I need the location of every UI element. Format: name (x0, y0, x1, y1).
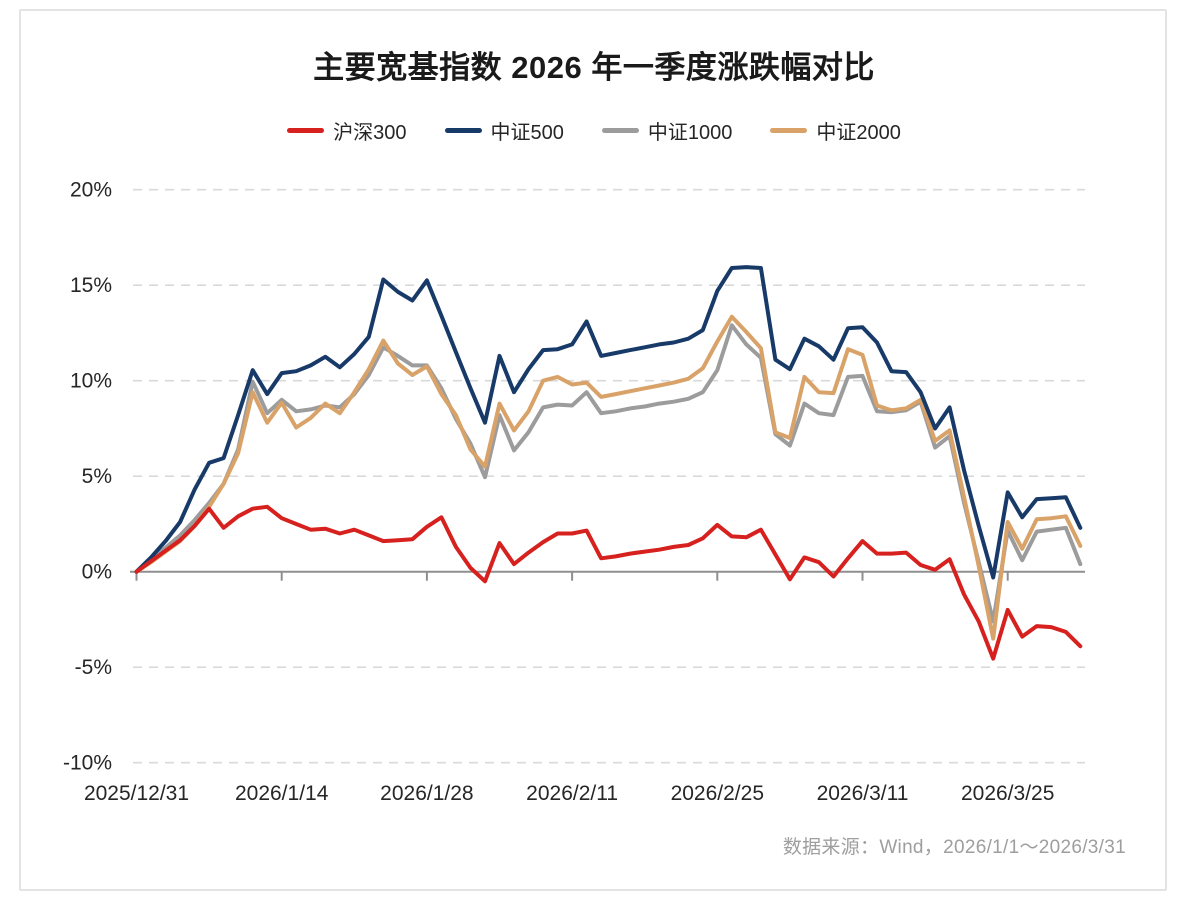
legend-item-hs300[interactable]: 沪深300 (287, 116, 407, 145)
data-source-note: 数据来源：Wind，2026/1/1～2026/3/31 (782, 837, 1126, 858)
x-tick-label: 2026/3/25 (961, 782, 1054, 805)
y-tick-label: -10% (63, 752, 112, 775)
chart-title: 主要宽基指数 2026 年一季度涨跌幅对比 (313, 50, 875, 85)
series-line-沪深300 (134, 504, 1083, 661)
legend-label-csi1000: 中证1000 (647, 122, 733, 144)
y-tick-label: 10% (70, 370, 112, 393)
x-tick-label: 2026/2/11 (526, 782, 618, 805)
x-tick-label: 2026/2/25 (671, 782, 764, 805)
legend-label-csi2000: 中证2000 (816, 122, 901, 144)
x-tick-label: 2026/1/28 (380, 782, 473, 805)
x-tick-label: 2025/12/31 (84, 782, 189, 805)
hs300-line-swatch (287, 128, 325, 133)
series-line-中证500 (134, 265, 1083, 580)
y-tick-label: 20% (70, 179, 112, 202)
x-tick-label: 2026/1/14 (235, 782, 329, 805)
legend-item-csi2000[interactable]: 中证2000 (770, 116, 901, 145)
csi1000-line-swatch (601, 128, 639, 133)
csi2000-line-swatch (770, 128, 808, 133)
csi500-line-swatch (444, 128, 482, 133)
y-tick-label: 5% (82, 465, 112, 488)
y-tick-label: 0% (82, 561, 112, 584)
legend-label-csi500: 中证500 (490, 122, 564, 144)
y-tick-label: -5% (75, 656, 112, 679)
series-line-中证1000 (134, 323, 1083, 624)
series-line-中证2000 (134, 314, 1083, 641)
legend-item-csi500[interactable]: 中证500 (444, 116, 564, 145)
chart-legend: 沪深300 中证500 中证1000 中证2000 (0, 116, 1188, 145)
x-tick-label: 2026/3/11 (817, 782, 909, 805)
legend-label-hs300: 沪深300 (333, 122, 407, 144)
y-tick-label: 15% (70, 274, 112, 297)
legend-item-csi1000[interactable]: 中证1000 (601, 116, 733, 145)
